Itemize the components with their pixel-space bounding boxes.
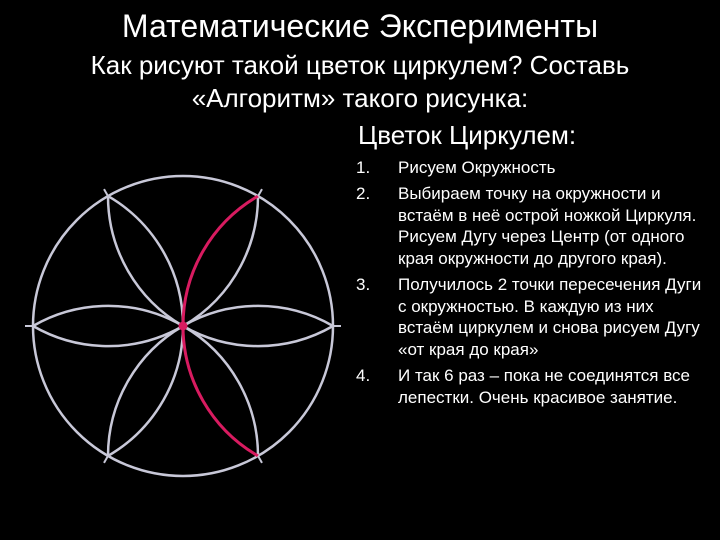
- petal-arc: [33, 196, 258, 346]
- petal-arc: [108, 196, 183, 456]
- petal-arc: [108, 196, 333, 346]
- tick-mark: [104, 189, 108, 196]
- petal-arc: [108, 306, 333, 456]
- flower-diagram: [18, 161, 348, 491]
- step-text: Получилось 2 точки пересечения Дуги с ок…: [398, 274, 702, 361]
- section-heading: Цветок Циркулем:: [358, 120, 702, 151]
- subtitle-line-1: Как рисуют такой цветок циркулем? Состав…: [91, 50, 630, 80]
- step-text: Рисуем Окружность: [398, 157, 702, 179]
- subtitle: Как рисуют такой цветок циркулем? Состав…: [18, 49, 702, 114]
- step-text: Выбираем точку на окружности и встаём в …: [398, 183, 702, 270]
- step-number: 4.: [356, 365, 380, 387]
- steps-column: 1. Рисуем Окружность 2. Выбираем точку на о…: [356, 151, 702, 412]
- content-row: 1. Рисуем Окружность 2. Выбираем точку на о…: [18, 151, 702, 491]
- petal-arc: [33, 306, 258, 456]
- step-item: 2. Выбираем точку на окружности и встаём …: [356, 183, 702, 270]
- tick-mark: [104, 456, 108, 463]
- step-number: 1.: [356, 157, 380, 179]
- step-number: 3.: [356, 274, 380, 296]
- tick-mark: [258, 456, 262, 463]
- step-number: 2.: [356, 183, 380, 205]
- slide-root: Математические Эксперименты Как рисуют т…: [0, 0, 720, 540]
- step-text: И так 6 раз – пока не соединятся все леп…: [398, 365, 702, 409]
- step-item: 3. Получилось 2 точки пересечения Дуги с …: [356, 274, 702, 361]
- highlight-arc: [183, 196, 258, 456]
- step-item: 1. Рисуем Окружность: [356, 157, 702, 179]
- page-title: Математические Эксперименты: [18, 8, 702, 45]
- subtitle-line-2: «Алгоритм» такого рисунка:: [192, 83, 529, 113]
- diagram-container: [18, 151, 348, 491]
- center-dot: [179, 322, 188, 331]
- step-item: 4. И так 6 раз – пока не соединятся все л…: [356, 365, 702, 409]
- steps-list: 1. Рисуем Окружность 2. Выбираем точку на о…: [356, 157, 702, 408]
- tick-mark: [258, 189, 262, 196]
